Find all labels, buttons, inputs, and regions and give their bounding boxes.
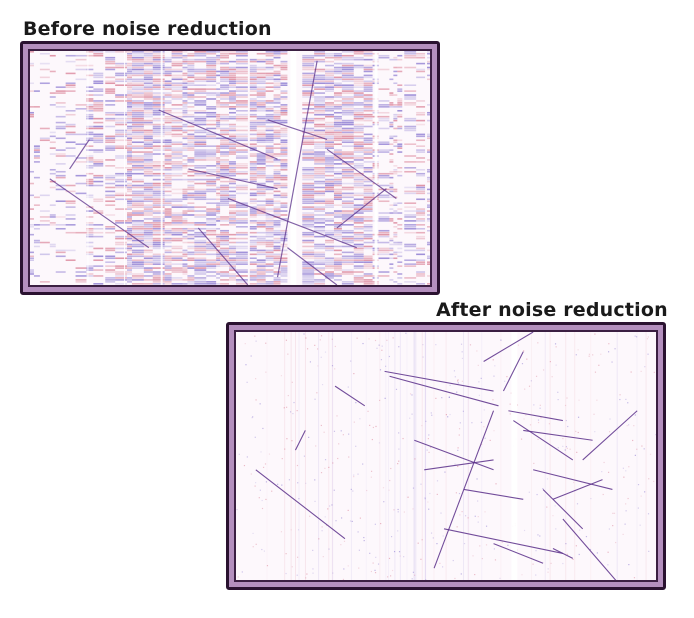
before-caption: Before noise reduction [23,18,272,40]
before-noise-image [30,51,430,285]
residual-noise-layer [236,332,656,580]
after-image-frame [226,322,666,590]
track-layer [255,332,638,580]
before-image-frame [20,41,440,295]
noise-layer [30,51,430,285]
before-image-panel [28,49,432,287]
track-layer [49,60,397,285]
after-image-panel [234,330,658,582]
after-caption: After noise reduction [436,299,668,321]
after-clean-image [236,332,656,580]
